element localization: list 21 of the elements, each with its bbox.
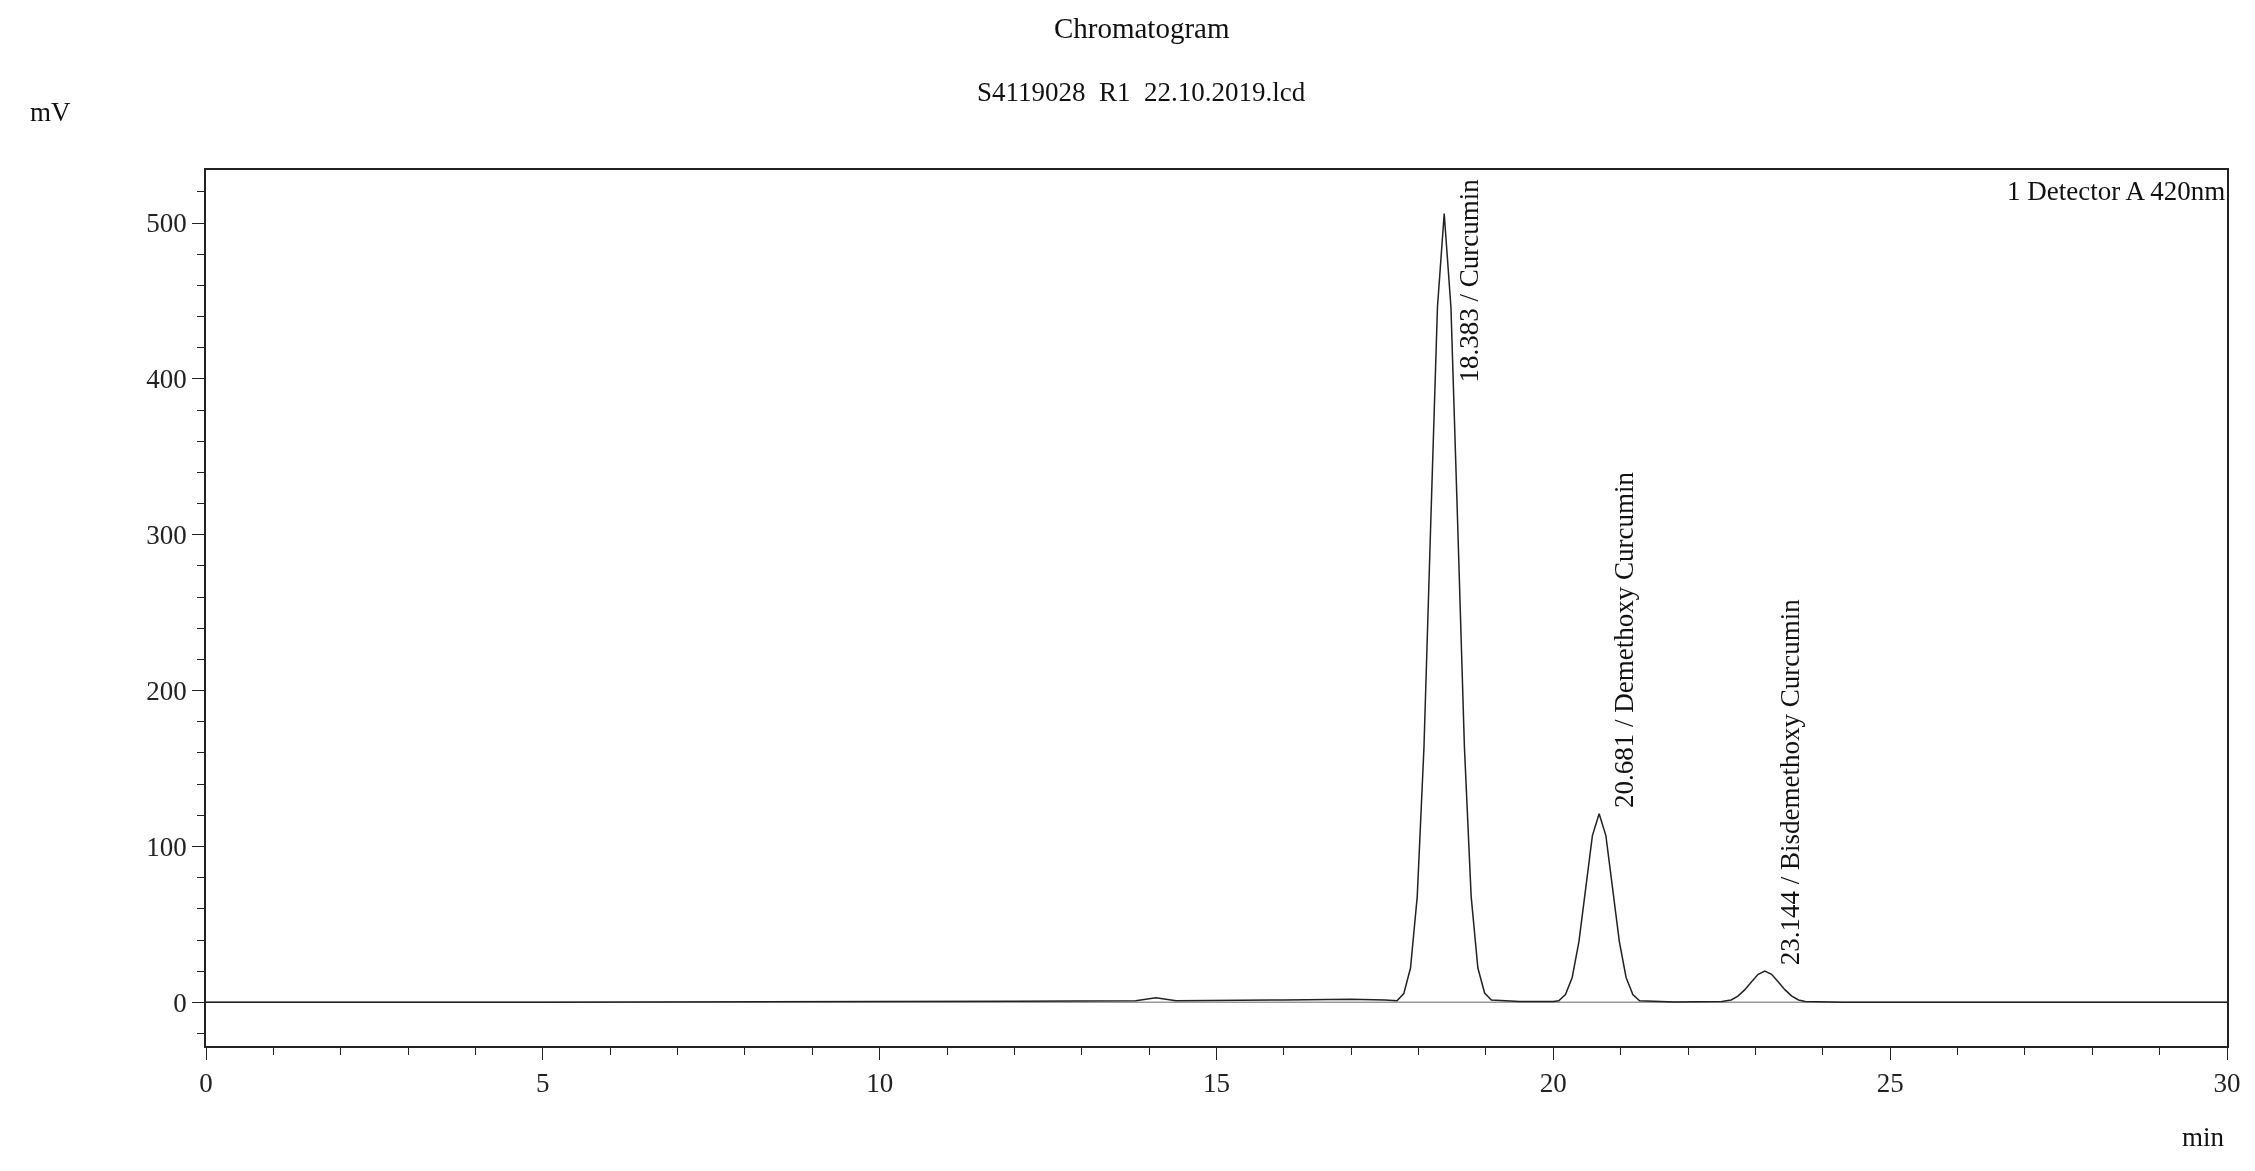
annotation: 23.144 / Bisdemethoxy Curcumin: [1774, 598, 1805, 966]
x-axis-title: min: [2182, 1122, 2225, 1152]
x-tick-label: 5: [536, 1068, 550, 1099]
y-tick-label: 100: [146, 831, 187, 862]
x-tick-label: 20: [1539, 1068, 1567, 1099]
x-tick-label: 15: [1203, 1068, 1230, 1099]
y-tick-label: 400: [146, 364, 187, 395]
x-tick-label: 25: [1876, 1068, 1904, 1099]
y-tick-label: 300: [146, 520, 187, 551]
annotation: 18.383 / Curcumin: [1454, 178, 1485, 383]
y-tick-label: 200: [146, 676, 187, 707]
y-tick-label: 500: [146, 208, 187, 239]
y-tick-label: 0: [173, 987, 187, 1018]
chart-subtitle: S4119028 R1 22.10.2019.lcd: [977, 77, 1306, 107]
annotation: 20.681 / Demethoxy Curcumin: [1609, 471, 1640, 808]
annotation: 1 Detector A 420nm: [2007, 176, 2226, 206]
x-tick-label: 10: [866, 1068, 894, 1099]
x-tick-label: 30: [2213, 1068, 2241, 1099]
chart-title: Chromatogram: [1053, 11, 1230, 44]
x-tick-label: 0: [199, 1068, 213, 1099]
y-axis-title: mV: [30, 97, 71, 127]
